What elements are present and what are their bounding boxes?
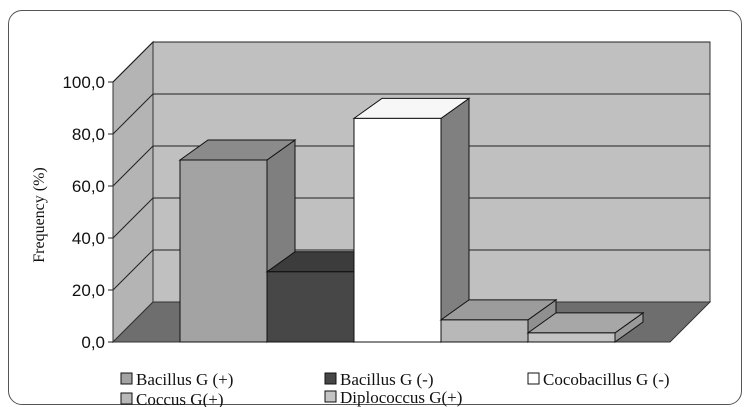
y-tick-label: 80,0: [72, 125, 105, 144]
gridline: [112, 197, 710, 239]
y-tick-label: 60,0: [72, 177, 105, 196]
gridline: [112, 145, 710, 187]
bar: [439, 298, 558, 343]
legend-swatch: [324, 390, 337, 403]
legend-label: Bacillus G (+): [136, 370, 233, 389]
y-tick-label: 100,0: [62, 73, 105, 92]
legend-swatch: [324, 372, 337, 385]
bar: [352, 97, 471, 343]
side-wall: [112, 40, 154, 344]
bar-front: [527, 332, 616, 343]
bar-front: [440, 319, 529, 343]
legend-swatch: [120, 372, 133, 385]
gridlines: [112, 41, 710, 291]
gridline: [112, 249, 710, 291]
bar-front: [353, 117, 442, 343]
legend-swatch: [120, 392, 133, 405]
legend-label: Bacillus G (-): [340, 370, 433, 389]
legend-swatch: [527, 372, 540, 385]
bar: [526, 311, 645, 343]
bar-front: [266, 271, 355, 343]
y-tick-label: 20,0: [72, 281, 105, 300]
legend-item: Coccus G(+): [120, 390, 223, 407]
y-axis-label: Frequency (%): [31, 167, 48, 263]
legend-label: Coccus G(+): [136, 390, 223, 407]
legend: Bacillus G (+) Bacillus G (-) Cocobacillus…: [120, 370, 670, 407]
legend-item: Bacillus G (-): [324, 370, 433, 389]
y-tick-label: 0,0: [81, 333, 105, 352]
gridline: [112, 41, 710, 83]
y-tick-label: 40,0: [72, 229, 105, 248]
y-tick-labels: 0,0 20,0 40,0 60,0 80,0 100,0: [62, 73, 113, 352]
gridline: [112, 93, 710, 135]
legend-item: Bacillus G (+): [120, 370, 233, 389]
legend-item: Diplococcus G(+): [324, 388, 462, 407]
legend-label: Diplococcus G(+): [340, 388, 462, 407]
bars: [178, 97, 645, 343]
bar-front: [179, 159, 268, 343]
legend-label: Cocobacillus G (-): [543, 370, 670, 389]
legend-item: Cocobacillus G (-): [527, 370, 670, 389]
